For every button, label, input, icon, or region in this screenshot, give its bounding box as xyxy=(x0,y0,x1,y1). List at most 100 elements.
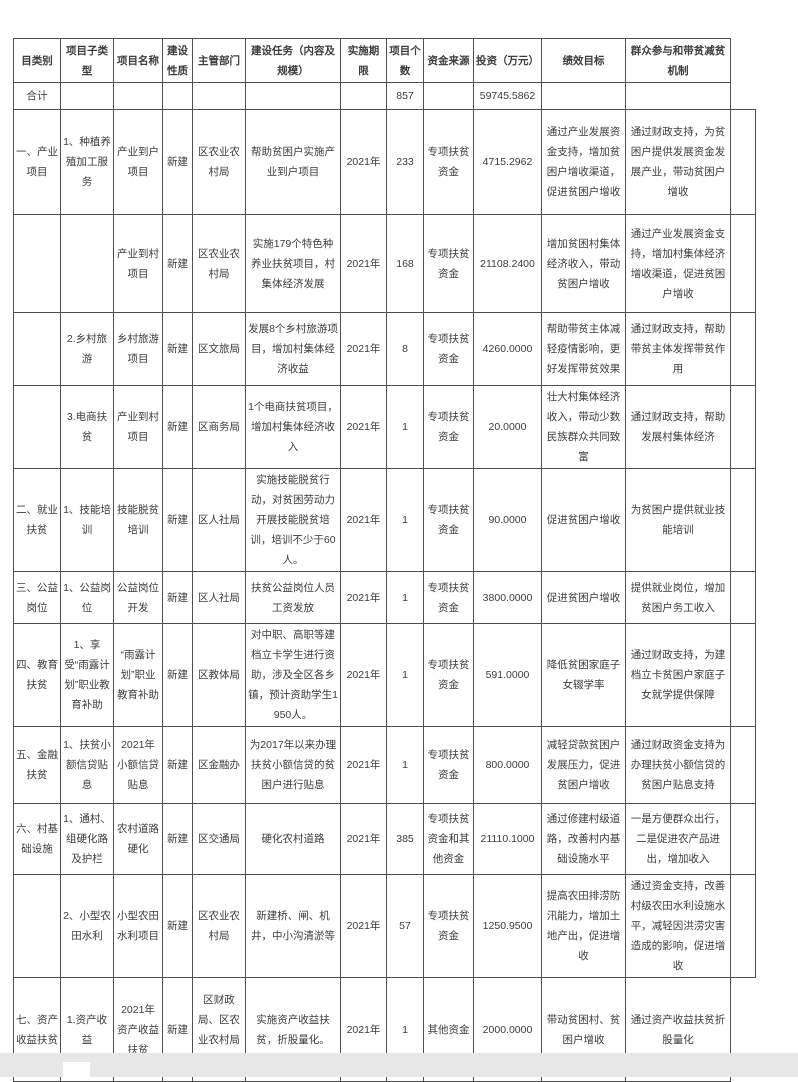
next-page-edge xyxy=(63,1062,90,1077)
table-cell: 2.乡村旅游 xyxy=(60,312,114,386)
spacer-cell xyxy=(730,385,756,469)
header-cell: 项目个数 xyxy=(386,38,424,83)
table-body: 合计 857 59745.5862 一、产业项目 1、种植养殖加工服务 产业到户项目 新建区… xyxy=(13,82,756,1082)
table-cell: 1250.9500 xyxy=(473,874,542,978)
table-cell: 二、就业扶贫 xyxy=(13,468,61,572)
table-cell: 为2017年以来办理扶贫小额信贷的贫困户进行贴息 xyxy=(245,726,341,804)
table-row: 五、金融扶贫 1、扶贫小额信贷贴息 2021年小额信贷贴息 新建 区金融办 为2017年以… xyxy=(13,726,756,804)
table-row: 产业到村项目 新建 区农业农村局 实施179个特色种养业扶贫项目，村集体经济发展 202… xyxy=(13,214,756,313)
table-cell xyxy=(162,82,193,110)
table-cell xyxy=(60,82,114,110)
table-cell xyxy=(625,82,731,110)
table-cell: 通过产业发展资金支持，增加贫困户增收渠道，促进贫困户增收 xyxy=(541,109,626,215)
spacer-cell xyxy=(730,623,756,727)
table-cell: 对中职、高职等建档立卡学生进行资助，涉及全区各乡镇，预计资助学生1950人。 xyxy=(245,623,341,727)
table-cell: 168 xyxy=(386,214,424,313)
table-cell: 帮助带贫主体减轻疫情影响，更好发挥带贫效果 xyxy=(541,312,626,386)
table-cell: 2021年小额信贷贴息 xyxy=(113,726,163,804)
table-cell: 提供就业岗位，增加贫困户务工收入 xyxy=(625,571,731,624)
table-cell: 区农业农村局 xyxy=(192,874,246,978)
table-cell: 专项扶贫资金 xyxy=(423,109,474,215)
table-cell: 1 xyxy=(386,385,424,469)
table-row: 3.电商扶贫 产业到村项目 新建 区商务局 1个电商扶贫项目，增加村集体经济收入 2021… xyxy=(13,385,756,469)
table-cell: 通过资金支持，改善村级农田水利设施水平，减轻因洪涝灾害造成的影响，促进增收 xyxy=(625,874,731,978)
table-cell: 促进贫困户增收 xyxy=(541,571,626,624)
table-cell: 三、公益岗位 xyxy=(13,571,61,624)
table-cell: 1、公益岗位 xyxy=(60,571,114,624)
table-cell: 21108.2400 xyxy=(473,214,542,313)
table-cell: 2、小型农田水利 xyxy=(60,874,114,978)
table-cell: 2021年 xyxy=(340,468,387,572)
table-cell: 1、技能培训 xyxy=(60,468,114,572)
table-cell: 专项扶贫资金 xyxy=(423,571,474,624)
table-cell: 90.0000 xyxy=(473,468,542,572)
table-cell: 一、产业项目 xyxy=(13,109,61,215)
table-cell: 区交通局 xyxy=(192,803,246,875)
spacer-cell xyxy=(731,39,756,83)
header-cell: 主管部门 xyxy=(192,38,246,83)
table-cell: 1、享受“雨露计划”职业教育补助 xyxy=(60,623,114,727)
header-cell: 实施期限 xyxy=(340,38,387,83)
table-cell xyxy=(13,385,61,469)
spacer-cell xyxy=(730,312,756,386)
header-cell: 群众参与和带贫减贫机制 xyxy=(625,38,731,83)
table-cell: 区文旅局 xyxy=(192,312,246,386)
table-cell: 通过产业发展资金支持，增加村集体经济增收渠道，促进贫困户增收 xyxy=(625,214,731,313)
table-cell: 2021年 xyxy=(340,109,387,215)
table-cell: 2021年 xyxy=(340,385,387,469)
table-cell: 小型农田水利项目 xyxy=(113,874,163,978)
header-cell: 资金来源 xyxy=(423,38,474,83)
table-cell: 产业到村项目 xyxy=(113,385,163,469)
spacer-cell xyxy=(730,109,756,215)
table-cell: 新建 xyxy=(162,874,193,978)
table-row: 一、产业项目 1、种植养殖加工服务 产业到户项目 新建 区农业农村局 帮助贫困户实施产业到… xyxy=(13,109,756,215)
table-cell: 实施179个特色种养业扶贫项目，村集体经济发展 xyxy=(245,214,341,313)
table-cell: 1个电商扶贫项目，增加村集体经济收入 xyxy=(245,385,341,469)
table-cell: 新建 xyxy=(162,468,193,572)
table-row: 四、教育扶贫 1、享受“雨露计划”职业教育补助 “雨露计划”职业教育补助 新建 区教体局… xyxy=(13,623,756,727)
spacer-cell xyxy=(730,214,756,313)
table-cell: 59745.5862 xyxy=(473,82,542,110)
table-cell: 新建桥、闸、机井，中小沟清淤等 xyxy=(245,874,341,978)
table-cell: 新建 xyxy=(162,385,193,469)
header-cell: 项目名称 xyxy=(113,38,163,83)
table-cell: 提高农田排涝防汛能力，增加土地产出，促进增收 xyxy=(541,874,626,978)
table-cell xyxy=(541,82,626,110)
table-cell: 385 xyxy=(386,803,424,875)
table-cell: 硬化农村道路 xyxy=(245,803,341,875)
table-cell: 1 xyxy=(386,623,424,727)
table-cell: 1 xyxy=(386,468,424,572)
table-cell: 帮助贫困户实施产业到户项目 xyxy=(245,109,341,215)
table-cell: 857 xyxy=(386,82,424,110)
table-cell: 591.0000 xyxy=(473,623,542,727)
spacer-cell xyxy=(730,803,756,875)
header-cell: 建设性质 xyxy=(162,38,193,83)
table-row: 2.乡村旅游 乡村旅游项目 新建 区文旅局 发展8个乡村旅游项目，增加村集体经济收益 20… xyxy=(13,312,756,386)
table-cell: 新建 xyxy=(162,214,193,313)
table-cell: 壮大村集体经济收入，带动少数民族群众共同致富 xyxy=(541,385,626,469)
header-cell: 投资（万元） xyxy=(473,38,542,83)
spacer-cell xyxy=(731,83,756,110)
header-cell: 项目子类型 xyxy=(60,38,114,83)
table-cell: 专项扶贫资金 xyxy=(423,874,474,978)
table-cell: 2021年 xyxy=(340,803,387,875)
table-cell: 区人社局 xyxy=(192,468,246,572)
table-cell: 专项扶贫资金和其他资金 xyxy=(423,803,474,875)
table-cell: 1、扶贫小额信贷贴息 xyxy=(60,726,114,804)
table-cell: 区金融办 xyxy=(192,726,246,804)
table-cell: 新建 xyxy=(162,312,193,386)
page-gap xyxy=(0,1053,798,1077)
table-cell: 3800.0000 xyxy=(473,571,542,624)
table-cell: 区农业农村局 xyxy=(192,109,246,215)
header-cell: 绩效目标 xyxy=(541,38,626,83)
table-cell xyxy=(13,214,61,313)
spacer-cell xyxy=(730,468,756,572)
table-cell: 促进贫困户增收 xyxy=(541,468,626,572)
table-cell: 公益岗位开发 xyxy=(113,571,163,624)
table-cell: 六、村基础设施 xyxy=(13,803,61,875)
spacer-cell xyxy=(730,726,756,804)
table-cell: 产业到村项目 xyxy=(113,214,163,313)
table-row: 六、村基础设施 1、通村、组硬化路及护栏 农村道路硬化 新建 区交通局 硬化农村道路 202… xyxy=(13,803,756,875)
header-row: 目类别 项目子类型 项目名称 建设性质 主管部门 建设任务（内容及规模） 实施期限 项目个数资… xyxy=(13,38,756,83)
table-cell: 发展8个乡村旅游项目，增加村集体经济收益 xyxy=(245,312,341,386)
